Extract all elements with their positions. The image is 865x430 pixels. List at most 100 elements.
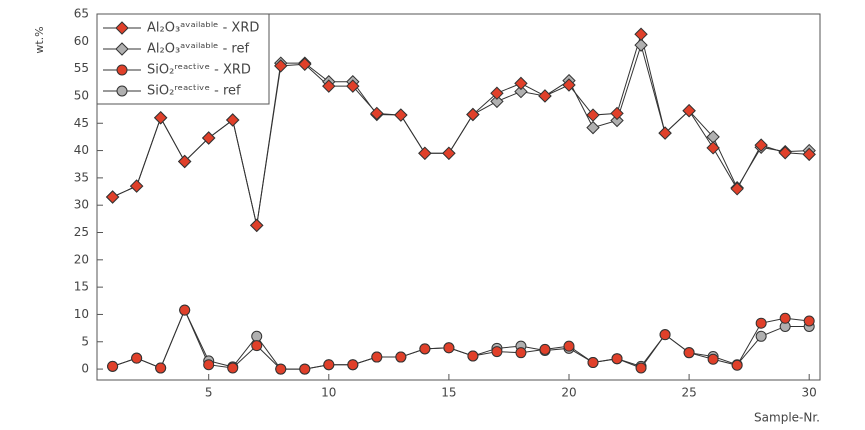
circle-marker xyxy=(755,330,767,342)
circle-marker xyxy=(443,342,455,354)
y-tick-label: 35 xyxy=(74,170,89,184)
diamond-marker xyxy=(153,111,168,125)
circle-marker xyxy=(587,357,599,369)
circle-marker xyxy=(803,315,815,327)
circle-marker xyxy=(323,359,335,371)
circle-marker xyxy=(116,64,128,76)
circle-marker xyxy=(731,359,743,371)
circle-marker xyxy=(635,362,647,374)
y-tick-label: 60 xyxy=(74,34,89,48)
y-tick-label: 40 xyxy=(74,143,89,157)
diamond-marker xyxy=(250,218,264,233)
circle-marker xyxy=(395,351,407,363)
diamond-marker xyxy=(586,120,600,135)
x-tick-label: 25 xyxy=(681,386,696,400)
legend-label: SiO₂ʳᵉᵃᶜᵗⁱᵛᵉ - ref xyxy=(147,84,241,99)
x-axis-label: Sample-Nr. xyxy=(754,411,820,425)
circle-marker xyxy=(683,347,695,359)
series-line xyxy=(112,308,810,370)
y-tick-label: 10 xyxy=(74,307,89,321)
y-tick-label: 50 xyxy=(74,88,89,102)
circle-marker xyxy=(227,362,239,374)
series-line xyxy=(112,308,810,370)
y-tick-label: 15 xyxy=(74,280,89,294)
circle-marker xyxy=(155,362,167,374)
y-tick-label: 45 xyxy=(74,116,89,130)
diamond-marker xyxy=(346,79,360,93)
diamond-marker xyxy=(778,146,792,160)
x-tick-label: 15 xyxy=(441,386,456,400)
x-tick-label: 20 xyxy=(561,386,576,400)
diamond-marker xyxy=(298,57,312,71)
diamond-marker xyxy=(514,76,528,91)
diamond-marker xyxy=(129,179,144,193)
diamond-marker xyxy=(490,94,504,109)
diamond-marker xyxy=(538,89,552,103)
diamond-marker xyxy=(634,38,648,52)
diamond-marker xyxy=(610,113,624,128)
circle-marker xyxy=(491,346,503,358)
diamond-marker xyxy=(177,154,192,169)
circle-marker xyxy=(467,350,479,362)
x-tick-label: 10 xyxy=(321,386,336,400)
circle-marker xyxy=(539,343,551,355)
diamond-marker xyxy=(706,141,720,155)
legend-label: Al₂O₃ᵃᵛᵃⁱˡᵃᵇˡᵉ - XRD xyxy=(147,21,259,36)
circle-marker xyxy=(371,351,383,363)
circle-marker xyxy=(299,363,311,375)
diamond-marker xyxy=(562,78,576,92)
y-tick-label: 20 xyxy=(74,252,89,266)
diamond-marker xyxy=(730,182,744,196)
diamond-marker xyxy=(370,106,384,121)
x-tick-label: 30 xyxy=(802,386,817,400)
diamond-marker xyxy=(394,108,408,122)
circle-marker xyxy=(563,340,575,352)
legend-label: Al₂O₃ᵃᵛᵃⁱˡᵃᵇˡᵉ - ref xyxy=(147,42,249,57)
circle-marker xyxy=(611,353,623,365)
diamond-marker xyxy=(490,86,504,100)
series-line xyxy=(112,32,810,226)
plot-frame xyxy=(96,13,821,381)
diamond-marker xyxy=(658,126,672,140)
circle-marker xyxy=(203,359,215,371)
y-tick-label: 65 xyxy=(74,7,89,21)
circle-marker xyxy=(707,353,719,365)
diamond-marker xyxy=(586,108,600,122)
circle-marker xyxy=(419,343,431,355)
circle-marker xyxy=(251,330,263,342)
diamond-marker xyxy=(754,138,768,152)
circle-marker xyxy=(251,340,263,352)
diamond-marker xyxy=(466,107,480,122)
diamond-marker xyxy=(115,21,129,35)
y-tick-label: 55 xyxy=(74,61,89,75)
diamond-marker xyxy=(634,27,648,41)
circle-marker xyxy=(347,359,359,371)
diamond-marker xyxy=(802,147,816,162)
diamond-marker xyxy=(274,59,288,73)
circle-marker xyxy=(116,85,128,97)
circle-marker xyxy=(179,304,191,316)
diamond-marker xyxy=(442,146,456,161)
circle-marker xyxy=(131,352,143,364)
diamond-marker xyxy=(226,113,240,127)
diamond-marker xyxy=(105,190,120,204)
diamond-marker xyxy=(682,103,696,118)
diamond-marker xyxy=(610,106,624,121)
circle-marker xyxy=(275,363,287,375)
y-tick-label: 30 xyxy=(74,198,89,212)
circle-marker xyxy=(515,347,527,359)
diamond-marker xyxy=(115,42,129,56)
x-tick-label: 5 xyxy=(205,386,213,400)
diamond-marker xyxy=(201,131,216,145)
diamond-marker xyxy=(514,84,528,99)
circle-marker xyxy=(659,329,671,341)
y-tick-label: 0 xyxy=(81,362,89,376)
circle-marker xyxy=(779,312,791,324)
y-axis-label: wt.% xyxy=(33,26,46,53)
y-tick-label: 25 xyxy=(74,225,89,239)
circle-marker xyxy=(107,360,119,372)
y-tick-label: 5 xyxy=(81,334,89,348)
diamond-marker xyxy=(322,79,336,93)
diamond-marker xyxy=(418,146,432,161)
